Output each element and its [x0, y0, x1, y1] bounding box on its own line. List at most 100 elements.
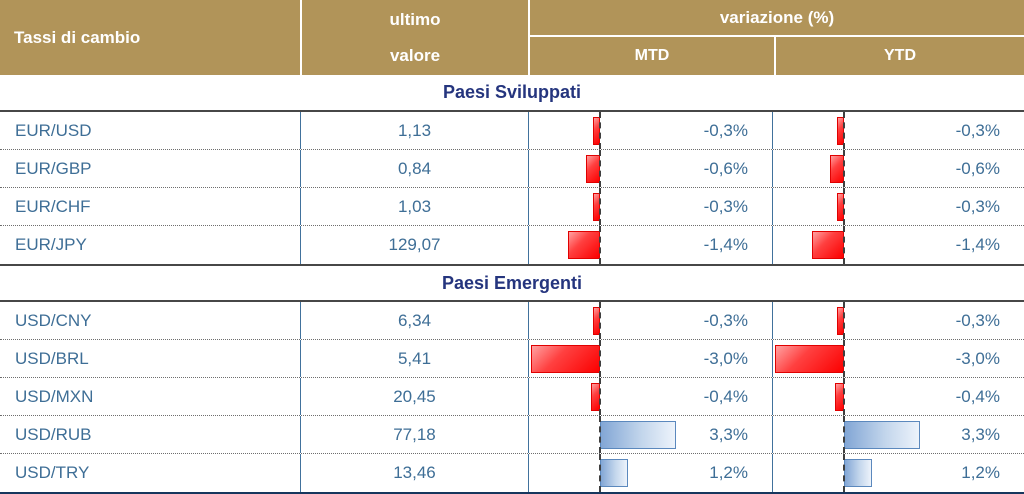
header-ytd-cell: YTD — [774, 37, 1024, 75]
zero-axis-line — [599, 226, 601, 264]
currency-pair-label: USD/CNY — [15, 310, 92, 330]
mtd-variation-cell: -0,3% — [528, 302, 772, 339]
mtd-variation-cell: -0,3% — [528, 188, 772, 225]
section-title: Paesi Emergenti — [0, 264, 1024, 302]
currency-pair-label: EUR/JPY — [15, 235, 87, 254]
header-last-value-line1: ultimo — [389, 9, 441, 29]
mtd-variation-cell: -0,6% — [528, 150, 772, 187]
mtd-data-bar — [531, 345, 600, 373]
ytd-percent-label: -0,4% — [955, 386, 1000, 406]
zero-axis-line — [599, 188, 601, 225]
table-row: USD/RUB 77,18 3,3% 3,3% — [0, 416, 1024, 454]
ytd-percent-label: -1,4% — [955, 235, 1000, 254]
currency-pair-label: USD/TRY — [15, 463, 90, 482]
ytd-variation-cell: -3,0% — [772, 340, 1024, 377]
ytd-percent-label: 1,2% — [961, 463, 1000, 482]
last-value-cell: 13,46 — [300, 454, 528, 492]
currency-pair-label: EUR/CHF — [15, 196, 91, 216]
table-row: USD/MXN 20,45 -0,4% -0,4% — [0, 378, 1024, 416]
header-variation-subrow: MTD YTD — [530, 37, 1024, 75]
ytd-variation-cell: 1,2% — [772, 454, 1024, 492]
header-title-cell: Tassi di cambio — [14, 27, 141, 47]
ytd-percent-label: 3,3% — [961, 424, 1000, 444]
mtd-variation-cell: 3,3% — [528, 416, 772, 453]
zero-axis-line — [843, 454, 845, 492]
zero-axis-line — [843, 378, 845, 415]
last-value-cell: 1,13 — [300, 112, 528, 149]
last-value-cell: 0,84 — [300, 150, 528, 187]
table-header: Tassi di cambio ultimo valore variazione… — [0, 0, 1024, 75]
ytd-data-bar — [812, 231, 844, 259]
table-body: Paesi Sviluppati EUR/USD 1,13 -0,3% -0,3… — [0, 75, 1024, 492]
ytd-variation-cell: -0,3% — [772, 112, 1024, 149]
ytd-data-bar — [775, 345, 844, 373]
ytd-variation-cell: -0,6% — [772, 150, 1024, 187]
currency-pair-label: USD/RUB — [15, 424, 92, 444]
mtd-percent-label: -3,0% — [703, 348, 748, 368]
ytd-variation-cell: -1,4% — [772, 226, 1024, 264]
currency-pair-label: USD/MXN — [15, 386, 94, 406]
ytd-data-bar — [844, 459, 872, 487]
zero-axis-line — [599, 454, 601, 492]
ytd-percent-label: -0,3% — [955, 196, 1000, 216]
header-last-value-line2: valore — [389, 45, 441, 65]
header-last-value-cell: ultimo valore — [300, 0, 528, 75]
mtd-data-bar — [568, 231, 600, 259]
table-row: EUR/JPY 129,07 -1,4% -1,4% — [0, 226, 1024, 264]
zero-axis-line — [843, 226, 845, 264]
header-variation-group: variazione (%) MTD YTD — [528, 0, 1024, 75]
ytd-percent-label: -3,0% — [955, 348, 1000, 368]
last-value-cell: 129,07 — [300, 226, 528, 264]
table-row: USD/BRL 5,41 -3,0% -3,0% — [0, 340, 1024, 378]
mtd-variation-cell: -0,4% — [528, 378, 772, 415]
ytd-variation-cell: -0,3% — [772, 302, 1024, 339]
zero-axis-line — [599, 150, 601, 187]
header-mtd-cell: MTD — [634, 47, 670, 64]
mtd-data-bar — [600, 459, 628, 487]
header-variation-cell: variazione (%) — [530, 0, 1024, 37]
mtd-variation-cell: -3,0% — [528, 340, 772, 377]
zero-axis-line — [843, 112, 845, 149]
mtd-percent-label: -0,3% — [703, 310, 748, 330]
ytd-variation-cell: -0,3% — [772, 188, 1024, 225]
table-row: USD/TRY 13,46 1,2% 1,2% — [0, 454, 1024, 492]
zero-axis-line — [599, 416, 601, 453]
mtd-variation-cell: -0,3% — [528, 112, 772, 149]
zero-axis-line — [599, 340, 601, 377]
zero-axis-line — [843, 302, 845, 339]
last-value-cell: 77,18 — [300, 416, 528, 453]
zero-axis-line — [843, 416, 845, 453]
last-value-cell: 20,45 — [300, 378, 528, 415]
zero-axis-line — [599, 378, 601, 415]
ytd-percent-label: -0,3% — [955, 120, 1000, 140]
ytd-data-bar — [830, 155, 844, 183]
table-bottom-border — [0, 492, 1024, 494]
section-title: Paesi Sviluppati — [0, 75, 1024, 112]
mtd-percent-label: -0,4% — [703, 386, 748, 406]
currency-pair-label: USD/BRL — [15, 348, 89, 368]
zero-axis-line — [843, 188, 845, 225]
ytd-percent-label: -0,3% — [955, 310, 1000, 330]
mtd-percent-label: -0,3% — [703, 196, 748, 216]
ytd-data-bar — [844, 421, 920, 449]
zero-axis-line — [599, 302, 601, 339]
table-row: EUR/USD 1,13 -0,3% -0,3% — [0, 112, 1024, 150]
zero-axis-line — [843, 340, 845, 377]
ytd-variation-cell: 3,3% — [772, 416, 1024, 453]
last-value-cell: 5,41 — [300, 340, 528, 377]
currency-pair-label: EUR/USD — [15, 120, 92, 140]
table-row: EUR/CHF 1,03 -0,3% -0,3% — [0, 188, 1024, 226]
mtd-percent-label: 1,2% — [709, 463, 748, 482]
ytd-percent-label: -0,6% — [955, 158, 1000, 178]
zero-axis-line — [843, 150, 845, 187]
currency-pair-label: EUR/GBP — [15, 158, 92, 178]
mtd-percent-label: 3,3% — [709, 424, 748, 444]
mtd-variation-cell: -1,4% — [528, 226, 772, 264]
table-row: EUR/GBP 0,84 -0,6% -0,6% — [0, 150, 1024, 188]
last-value-cell: 1,03 — [300, 188, 528, 225]
mtd-percent-label: -0,3% — [703, 120, 748, 140]
table-row: USD/CNY 6,34 -0,3% -0,3% — [0, 302, 1024, 340]
mtd-data-bar — [600, 421, 676, 449]
mtd-data-bar — [586, 155, 600, 183]
